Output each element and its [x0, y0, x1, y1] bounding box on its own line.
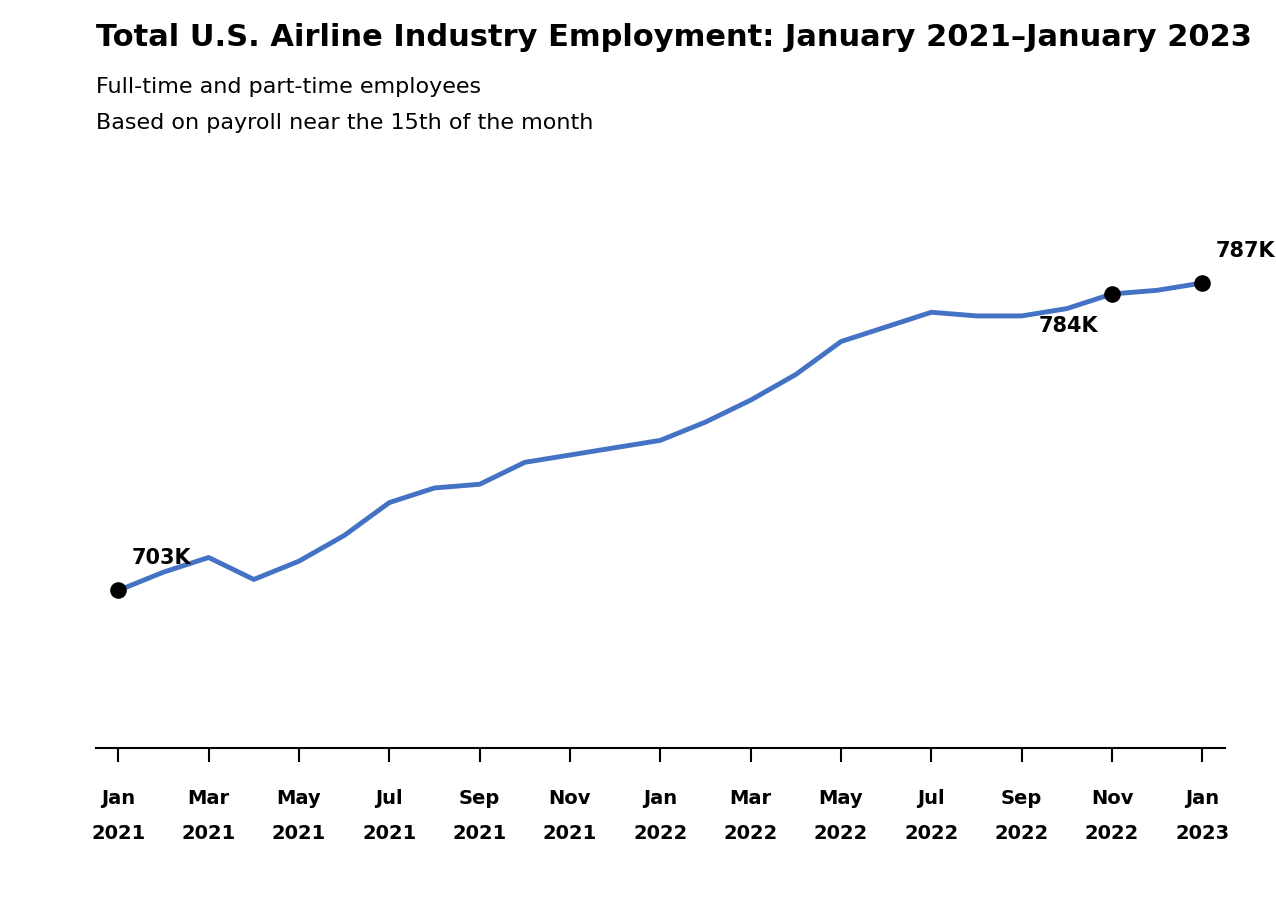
Text: 2021: 2021 — [453, 824, 507, 843]
Text: 2023: 2023 — [1175, 824, 1230, 843]
Text: 2021: 2021 — [362, 824, 416, 843]
Text: Nov: Nov — [549, 789, 591, 808]
Text: Mar: Mar — [730, 789, 772, 808]
Text: 703K: 703K — [131, 549, 191, 569]
Point — [1102, 287, 1123, 301]
Text: Jul: Jul — [375, 789, 403, 808]
Text: 2021: 2021 — [272, 824, 327, 843]
Text: Jul: Jul — [917, 789, 946, 808]
Text: Nov: Nov — [1091, 789, 1133, 808]
Text: Mar: Mar — [188, 789, 230, 808]
Text: 2022: 2022 — [994, 824, 1049, 843]
Text: 2021: 2021 — [542, 824, 597, 843]
Text: Total U.S. Airline Industry Employment: January 2021–January 2023: Total U.S. Airline Industry Employment: … — [96, 23, 1252, 51]
Point — [108, 583, 129, 597]
Text: Sep: Sep — [459, 789, 500, 808]
Text: May: May — [277, 789, 322, 808]
Text: Jan: Jan — [101, 789, 135, 808]
Text: 2021: 2021 — [181, 824, 236, 843]
Text: 2021: 2021 — [91, 824, 145, 843]
Text: Jan: Jan — [1185, 789, 1220, 808]
Text: 784K: 784K — [1039, 316, 1099, 336]
Text: 2022: 2022 — [814, 824, 868, 843]
Text: 2022: 2022 — [1085, 824, 1139, 843]
Text: Full-time and part-time employees: Full-time and part-time employees — [96, 77, 481, 96]
Point — [1192, 276, 1212, 290]
Text: 2022: 2022 — [723, 824, 778, 843]
Text: 2022: 2022 — [633, 824, 688, 843]
Text: Jan: Jan — [643, 789, 678, 808]
Text: Based on payroll near the 15th of the month: Based on payroll near the 15th of the mo… — [96, 113, 593, 132]
Text: May: May — [819, 789, 864, 808]
Text: Sep: Sep — [1002, 789, 1042, 808]
Text: 2022: 2022 — [905, 824, 958, 843]
Text: 787K: 787K — [1216, 241, 1276, 261]
